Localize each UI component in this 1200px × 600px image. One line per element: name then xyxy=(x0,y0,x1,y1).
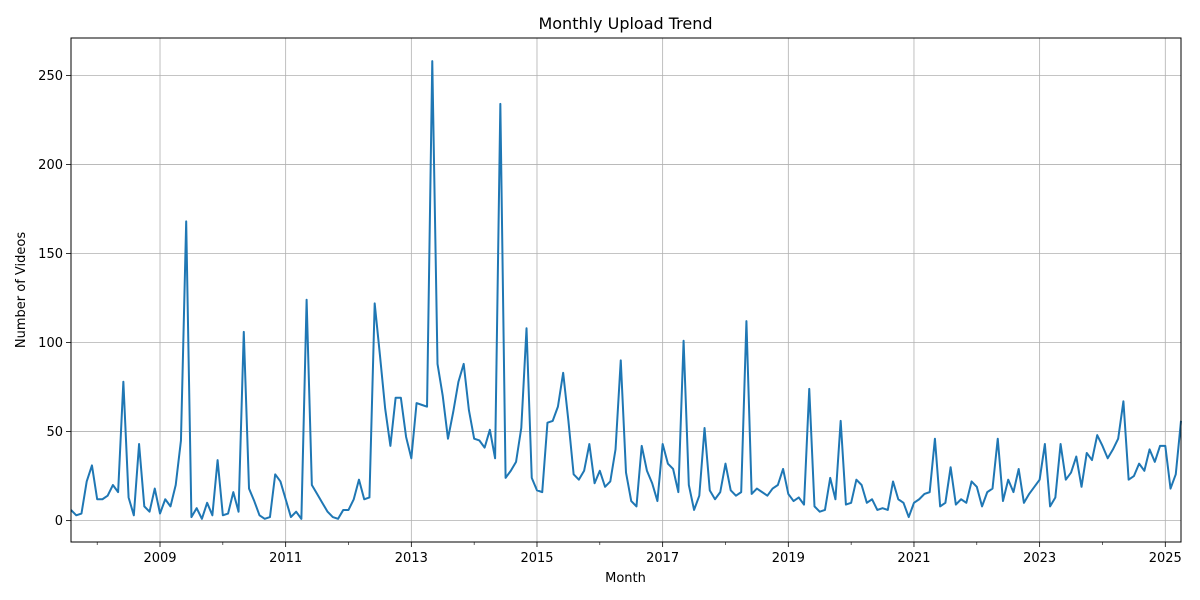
y-tick-label: 200 xyxy=(38,158,63,173)
y-tick-label: 150 xyxy=(38,247,63,262)
y-tick-label: 100 xyxy=(38,336,63,351)
plot-area-frame xyxy=(70,37,1182,543)
x-tick-label: 2021 xyxy=(897,551,930,566)
x-axis-title: Month xyxy=(605,571,646,586)
x-tick-label: 2025 xyxy=(1149,551,1182,566)
chart-title: Monthly Upload Trend xyxy=(538,14,712,33)
y-tick-label: 0 xyxy=(55,514,63,529)
y-tick-label: 50 xyxy=(46,425,63,440)
x-tick-label: 2011 xyxy=(269,551,302,566)
grid-lines xyxy=(71,38,1181,542)
series-layer xyxy=(70,60,1182,520)
y-axis-ticks: 0 50 100 150 200 250 xyxy=(38,69,71,529)
y-axis-title: Number of Videos xyxy=(14,232,29,348)
series-line xyxy=(70,60,1182,520)
x-tick-label: 2019 xyxy=(772,551,805,566)
y-tick-label: 250 xyxy=(38,69,63,84)
x-tick-label: 2017 xyxy=(646,551,679,566)
x-tick-label: 2015 xyxy=(520,551,553,566)
x-axis-ticks: 2009 2011 2013 2015 2017 2019 2021 2023 2025 xyxy=(96,542,1182,566)
x-tick-label: 2023 xyxy=(1023,551,1056,566)
x-tick-label: 2009 xyxy=(143,551,176,566)
x-tick-label: 2013 xyxy=(395,551,428,566)
